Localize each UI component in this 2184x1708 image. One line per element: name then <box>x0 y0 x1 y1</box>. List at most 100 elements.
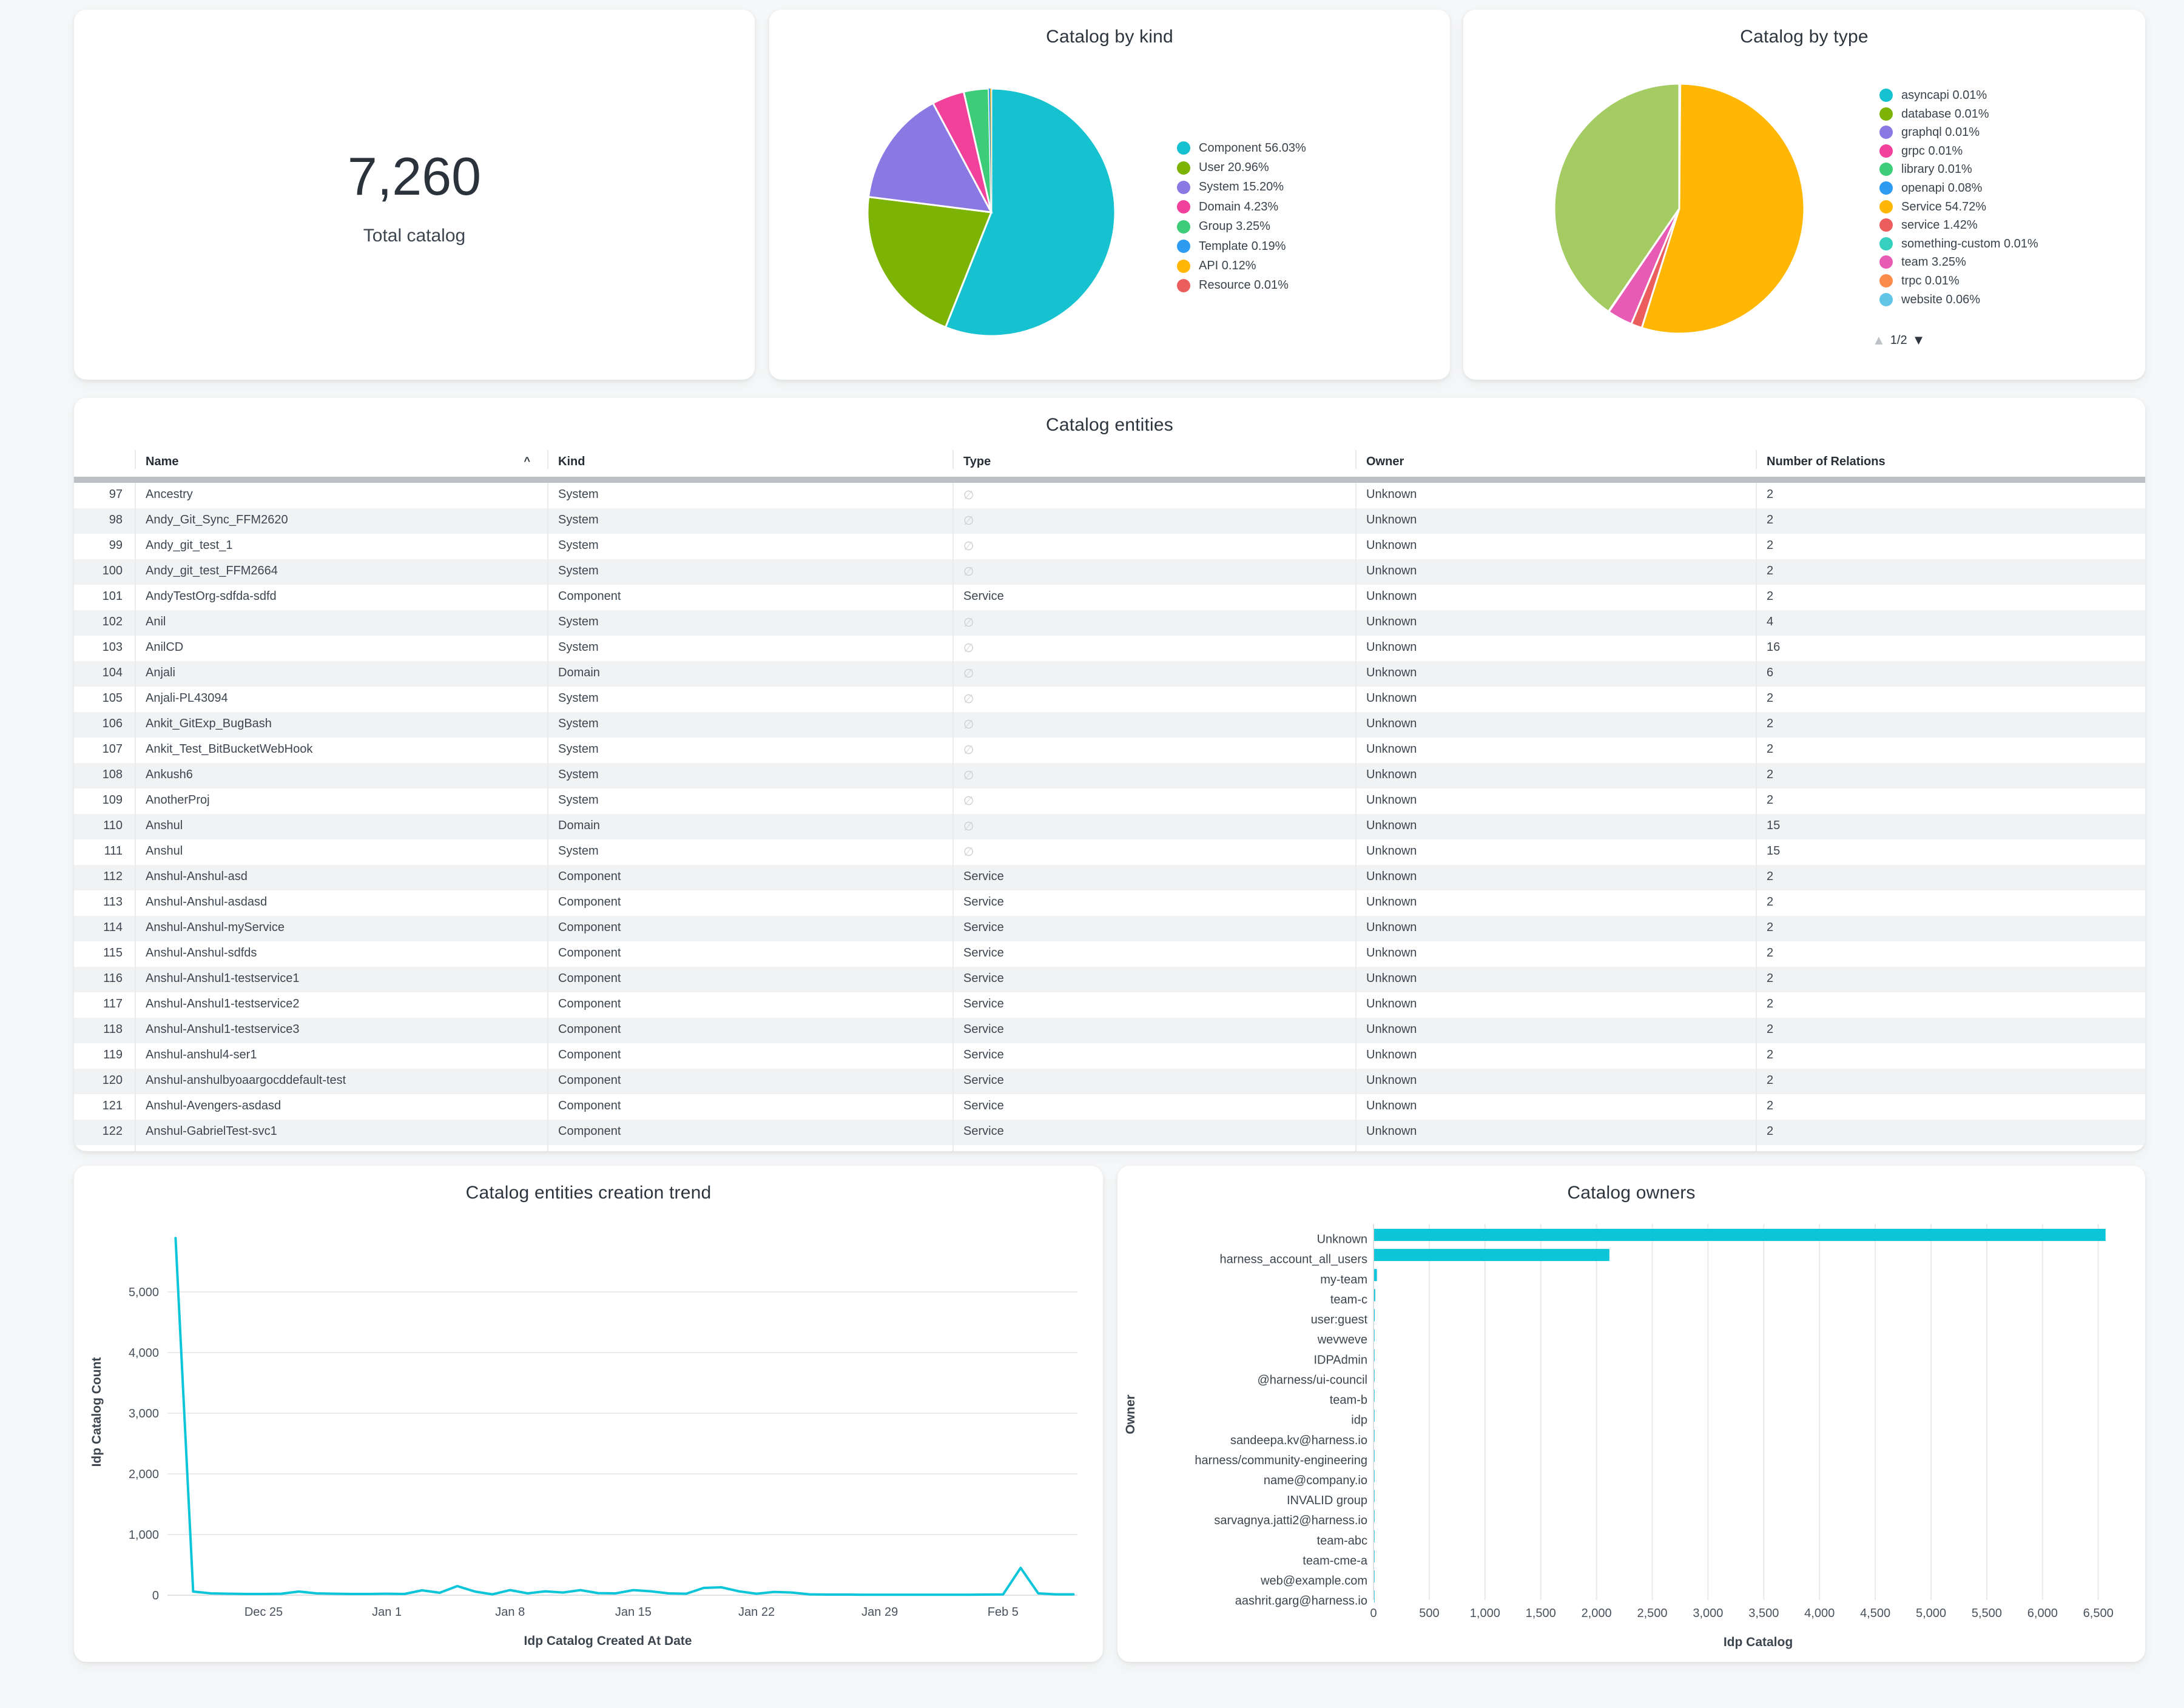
legend-page-up-icon[interactable]: ▲ <box>1872 332 1886 348</box>
legend-item-service[interactable]: service 1.42% <box>1879 216 2049 235</box>
table-row[interactable]: 115 Anshul-Anshul-sdfds Component Service Un… <box>74 941 2145 967</box>
table-row[interactable]: 104 Anjali Domain ∅ Unknown 6 <box>74 661 2145 687</box>
table-row[interactable]: 107 Ankit_Test_BitBucketWebHook System ∅ Unk… <box>74 738 2145 763</box>
owner-bar-team-cme-a[interactable] <box>1374 1550 1375 1562</box>
table-row[interactable]: 100 Andy_git_test_FFM2664 System ∅ Unknown 2 <box>74 559 2145 585</box>
cell-kind: System <box>547 559 952 585</box>
table-row[interactable]: 122 Anshul-GabrielTest-svc1 Component Servi… <box>74 1120 2145 1145</box>
cell-name: AndyTestOrg-sdfda-sdfd <box>135 585 547 610</box>
cell-kind: System <box>547 788 952 814</box>
pie-slice-System[interactable] <box>867 102 993 214</box>
table-row[interactable]: 106 Ankit_GitExp_BugBash System ∅ Unknown 2 <box>74 712 2145 738</box>
cell-name: Anjali-PL43094 <box>135 687 547 712</box>
legend-item-Template[interactable]: Template 0.19% <box>1177 237 1306 256</box>
sort-asc-icon[interactable]: ^ <box>524 455 530 467</box>
pie-slice-Group[interactable] <box>962 87 993 213</box>
table-row[interactable]: 111 Anshul System ∅ Unknown 15 <box>74 839 2145 865</box>
col-type-header[interactable]: Type <box>952 450 1355 469</box>
cell-owner: Unknown <box>1355 712 1756 738</box>
owner-bar-sarvagnya.jatti2@harness.io[interactable] <box>1374 1510 1375 1522</box>
owner-bar-team-c[interactable] <box>1374 1289 1375 1302</box>
legend-item-grpc[interactable]: grpc 0.01% <box>1879 142 2049 161</box>
legend-item-API[interactable]: API 0.12% <box>1177 256 1306 275</box>
table-row[interactable]: 121 Anshul-Avengers-asdasd Component Servic… <box>74 1094 2145 1120</box>
cell-type: ∅ <box>952 559 1355 585</box>
table-row[interactable]: 120 Anshul-anshulbyoaargocddefault-test Co… <box>74 1069 2145 1094</box>
table-row[interactable]: 114 Anshul-Anshul-myService Component Servi… <box>74 916 2145 941</box>
pie-slice-API[interactable] <box>990 89 991 212</box>
owner-bar-user:guest[interactable] <box>1374 1309 1375 1322</box>
legend-dot-icon <box>1177 161 1190 175</box>
legend-item-trpc[interactable]: trpc 0.01% <box>1879 272 2049 291</box>
horizontal-scrollbar[interactable] <box>74 477 2145 483</box>
legend-dot-icon <box>1879 237 1893 250</box>
owner-bar-sandeepa.kv@harness.io[interactable] <box>1374 1430 1375 1442</box>
legend-item-openapi[interactable]: openapi 0.08% <box>1879 179 2049 198</box>
table-row[interactable]: 112 Anshul-Anshul-asd Component Service Unkn… <box>74 865 2145 890</box>
legend-item-team[interactable]: team 3.25% <box>1879 253 2049 272</box>
pie-slice-User[interactable] <box>866 195 993 329</box>
owner-bar-name@company.io[interactable] <box>1374 1470 1375 1482</box>
table-header: Name ^ Kind Type Owner Number of Relation… <box>74 450 2145 477</box>
table-row[interactable]: 98 Andy_Git_Sync_FFM2620 System ∅ Unknown 2 <box>74 508 2145 534</box>
col-relations-header[interactable]: Number of Relations <box>1756 450 2145 469</box>
owner-bar-IDPAdmin[interactable] <box>1374 1349 1375 1362</box>
pie-slice-Component[interactable] <box>944 87 1116 337</box>
legend-item-Component[interactable]: Component 56.03% <box>1177 138 1306 158</box>
table-row[interactable]: 109 AnotherProj System ∅ Unknown 2 <box>74 788 2145 814</box>
legend-page-down-icon[interactable]: ▼ <box>1912 332 1926 348</box>
cell-owner: Unknown <box>1355 992 1756 1018</box>
owner-bar-INVALID group[interactable] <box>1374 1490 1375 1502</box>
legend-item-database[interactable]: database 0.01% <box>1879 105 2049 124</box>
legend-item-library[interactable]: library 0.01% <box>1879 160 2049 179</box>
owner-bar-harness_account_all_users[interactable] <box>1374 1249 1609 1262</box>
table-row[interactable]: 99 Andy_git_test_1 System ∅ Unknown 2 <box>74 534 2145 559</box>
legend-item-website[interactable]: website 0.06% <box>1879 291 2049 309</box>
owner-bar-team-b[interactable] <box>1374 1389 1375 1402</box>
table-row[interactable]: 116 Anshul-Anshul1-testservice1 Component S… <box>74 967 2145 992</box>
cell-kind: System <box>547 687 952 712</box>
owner-bar-aashrit.garg@harness.io[interactable] <box>1374 1590 1375 1603</box>
owner-bar-Unknown[interactable] <box>1374 1228 2106 1241</box>
svg-text:0: 0 <box>1370 1607 1377 1620</box>
cell-rownum: 110 <box>103 819 123 832</box>
legend-item-User[interactable]: User 20.96% <box>1177 158 1306 177</box>
table-row[interactable]: 101 AndyTestOrg-sdfda-sdfd Component Servic… <box>74 585 2145 610</box>
table-row[interactable]: 119 Anshul-anshul4-ser1 Component Service Un… <box>74 1043 2145 1069</box>
table-row[interactable]: 103 AnilCD System ∅ Unknown 16 <box>74 636 2145 661</box>
legend-item-Resource[interactable]: Resource 0.01% <box>1177 276 1306 295</box>
owner-bar-harness/community-engineering[interactable] <box>1374 1450 1375 1462</box>
table-row[interactable]: 105 Anjali-PL43094 System ∅ Unknown 2 <box>74 687 2145 712</box>
owner-bar-idp[interactable] <box>1374 1410 1375 1422</box>
table-row[interactable]: 113 Anshul-Anshul-asdasd Component Service U… <box>74 890 2145 916</box>
empty-type-icon: ∅ <box>963 642 974 655</box>
col-owner-header[interactable]: Owner <box>1355 450 1756 469</box>
legend-item-System[interactable]: System 15.20% <box>1177 178 1306 197</box>
legend-item-something-custom[interactable]: something-custom 0.01% <box>1879 235 2049 254</box>
pie-slice-other-page2[interactable] <box>1553 82 1680 313</box>
owner-bar-@harness/ui-council[interactable] <box>1374 1369 1375 1382</box>
pie-slice-Service[interactable] <box>1640 82 1805 335</box>
table-row[interactable]: 102 Anil System ∅ Unknown 4 <box>74 610 2145 636</box>
table-row[interactable]: 118 Anshul-Anshul1-testservice3 Component S… <box>74 1018 2145 1043</box>
table-row[interactable]: 117 Anshul-Anshul1-testservice2 Component S… <box>74 992 2145 1018</box>
table-row[interactable]: 97 Ancestry System ∅ Unknown 2 <box>74 483 2145 508</box>
owner-bar-wevweve[interactable] <box>1374 1329 1375 1342</box>
owner-bar-web@example.com[interactable] <box>1374 1570 1375 1582</box>
legend-item-Domain[interactable]: Domain 4.23% <box>1177 197 1306 217</box>
legend-item-Group[interactable]: Group 3.25% <box>1177 217 1306 237</box>
col-kind-header[interactable]: Kind <box>547 450 952 469</box>
legend-item-graphql[interactable]: graphql 0.01% <box>1879 123 2049 142</box>
empty-type-icon: ∅ <box>963 667 974 681</box>
table-row[interactable]: 110 Anshul Domain ∅ Unknown 15 <box>74 814 2145 839</box>
legend-item-asyncapi[interactable]: asyncapi 0.01% <box>1879 86 2049 105</box>
owner-bar-team-abc[interactable] <box>1374 1530 1375 1542</box>
col-name-header[interactable]: Name ^ <box>135 450 547 469</box>
svg-text:5,500: 5,500 <box>1972 1607 2002 1620</box>
cell-rownum: 104 <box>102 666 123 679</box>
table-row[interactable]: 108 Ankush6 System ∅ Unknown 2 <box>74 763 2145 788</box>
owner-bar-my-team[interactable] <box>1374 1269 1377 1282</box>
legend-item-Service[interactable]: Service 54.72% <box>1879 198 2049 217</box>
pie-slice-Template[interactable] <box>988 89 991 212</box>
